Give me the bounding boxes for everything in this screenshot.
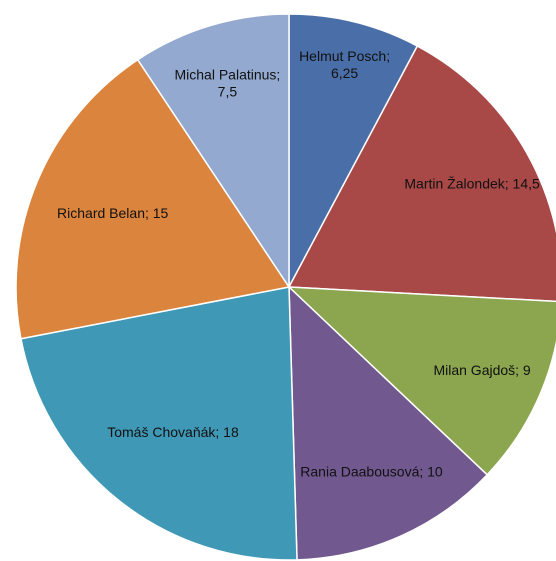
pie-slice-1 xyxy=(288,13,419,288)
pie-labels: Helmut Posch; 6,25 Martin Žalondek; 14,5 Mi… xyxy=(57,48,540,479)
pie-slice-label-line: 6,25 xyxy=(331,65,358,81)
pie-slice-label-line: Helmut Posch; xyxy=(299,48,390,64)
pie-slice-label-line: Rania Daabousová; 10 xyxy=(300,463,443,479)
pie-slice-label-line: 7,5 xyxy=(218,84,238,100)
pie-slice-label-4: Rania Daabousová; 10 xyxy=(300,463,443,479)
pie-slice-label-6: Richard Belan; 15 xyxy=(57,205,169,221)
pie-slices xyxy=(15,13,556,561)
pie-slice-label-line: Martin Žalondek; 14,5 xyxy=(404,176,540,192)
pie-slice-7 xyxy=(136,13,290,290)
pie-slice-label-1: Helmut Posch; 6,25 xyxy=(299,48,390,81)
pie-slice-label-line: Richard Belan; 15 xyxy=(57,205,169,221)
pie-slice-label-3: Milan Gajdoš; 9 xyxy=(433,362,530,378)
pie-slice-label-5: Tomáš Chovaňák; 18 xyxy=(107,424,239,440)
pie-slice-6 xyxy=(15,58,291,340)
pie-slice-label-line: Michal Palatinus; xyxy=(174,67,280,83)
pie-slice-label-line: Milan Gajdoš; 9 xyxy=(433,362,530,378)
pie-slice-4 xyxy=(288,285,489,561)
pie-slice-label-line: Tomáš Chovaňák; 18 xyxy=(107,424,239,440)
pie-slice-3 xyxy=(287,286,556,476)
pie-slice-5 xyxy=(20,286,298,561)
pie-slice-label-7: Michal Palatinus; 7,5 xyxy=(174,67,280,100)
pie-slice-label-2: Martin Žalondek; 14,5 xyxy=(404,176,540,192)
pie-slice-2 xyxy=(287,45,556,303)
